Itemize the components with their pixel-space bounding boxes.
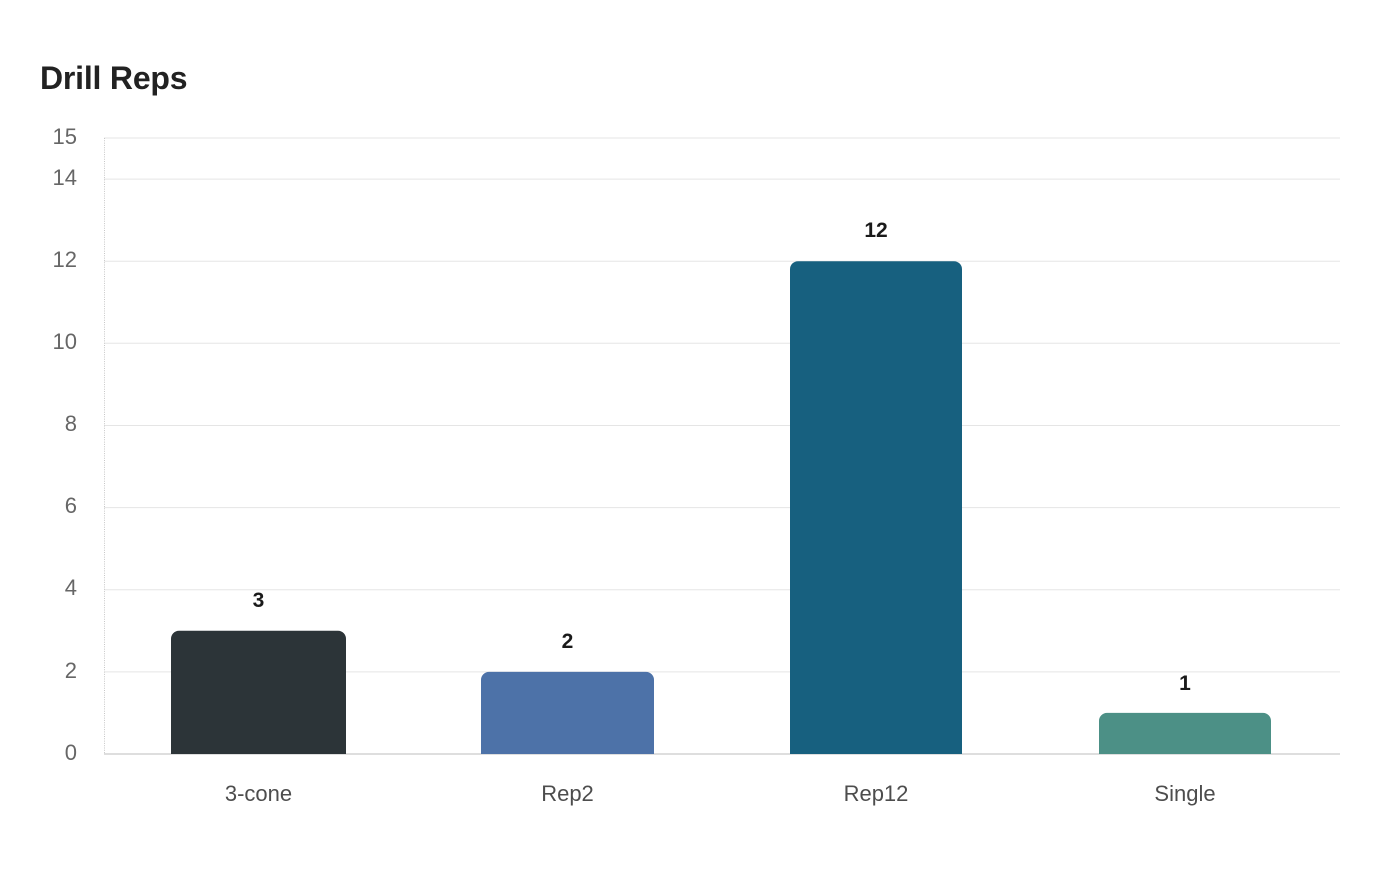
svg-text:4: 4 (65, 575, 77, 600)
svg-text:10: 10 (53, 329, 77, 354)
svg-text:Single: Single (1154, 781, 1215, 806)
svg-text:3: 3 (253, 589, 265, 612)
svg-text:Rep2: Rep2 (541, 781, 594, 806)
svg-text:Rep12: Rep12 (844, 781, 909, 806)
svg-text:15: 15 (53, 124, 77, 149)
svg-text:1: 1 (1179, 672, 1191, 695)
svg-text:3-cone: 3-cone (225, 781, 292, 806)
svg-text:12: 12 (864, 219, 887, 242)
svg-text:14: 14 (53, 165, 77, 190)
svg-text:8: 8 (65, 411, 77, 436)
svg-text:6: 6 (65, 493, 77, 518)
svg-text:0: 0 (65, 740, 77, 765)
svg-text:2: 2 (65, 658, 77, 683)
svg-text:2: 2 (562, 630, 574, 653)
svg-text:12: 12 (53, 247, 77, 272)
